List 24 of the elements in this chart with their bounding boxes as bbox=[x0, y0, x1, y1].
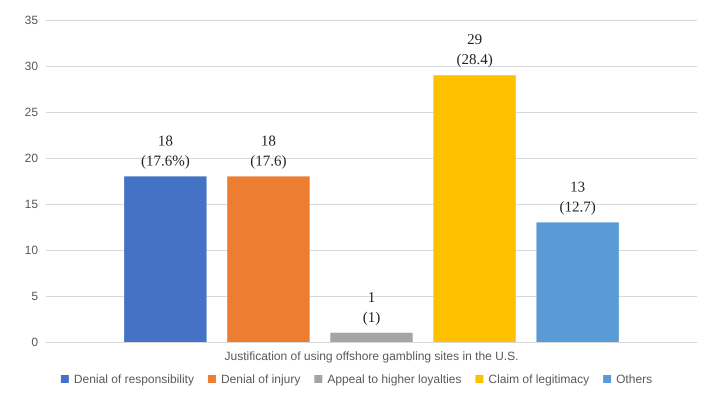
data-label: 29 (28.4) bbox=[456, 32, 493, 68]
legend-label: Appeal to higher loyalties bbox=[327, 372, 462, 386]
y-tick-label: 15 bbox=[24, 197, 38, 211]
y-tick-label: 35 bbox=[24, 13, 38, 27]
bar bbox=[330, 332, 413, 342]
y-tick-label: 10 bbox=[24, 243, 38, 257]
x-tick-label: Justification of using offshore gambling sites in the U.S. bbox=[224, 349, 518, 363]
data-label: 13 (12.7) bbox=[560, 179, 596, 216]
legend-label: Others bbox=[616, 372, 652, 386]
bar bbox=[124, 176, 207, 342]
y-tick-label: 5 bbox=[31, 289, 38, 303]
legend-label: Denial of injury bbox=[220, 372, 300, 386]
legend-label: Denial of responsibility bbox=[74, 372, 194, 386]
legend-label: Claim of legitimacy bbox=[488, 372, 590, 386]
data-label: 18 (17.6%) bbox=[140, 133, 190, 170]
bar bbox=[433, 75, 516, 342]
y-tick-label: 0 bbox=[31, 335, 38, 349]
bar bbox=[536, 222, 619, 342]
y-tick-label: 25 bbox=[24, 105, 38, 119]
y-tick-label: 30 bbox=[24, 59, 38, 73]
data-label: 18 (17.6) bbox=[250, 133, 287, 170]
y-tick-label: 20 bbox=[24, 151, 38, 165]
bar bbox=[227, 176, 310, 342]
data-label: 1 (1) bbox=[362, 290, 380, 326]
